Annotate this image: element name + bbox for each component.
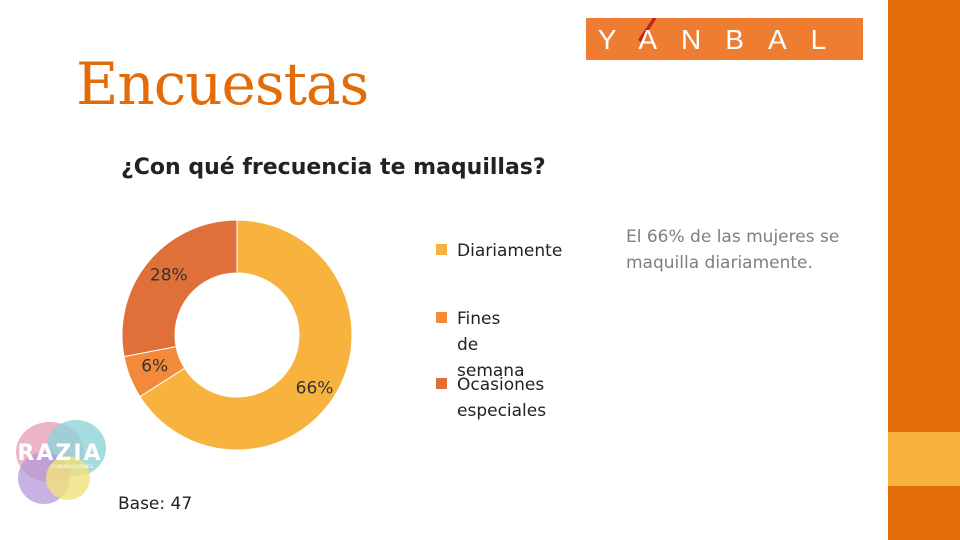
razia-logo-text: RAZIA [17, 441, 102, 466]
razia-logo-subtext: COMUNICACIONES [51, 464, 93, 470]
legend-item: Ocasiones especiales [436, 372, 576, 424]
insight-note: El 66% de las mujeres se maquilla diaria… [626, 227, 840, 273]
legend-swatch [436, 312, 447, 323]
legend-label: Ocasiones especiales [457, 375, 547, 421]
donut-data-label: 6% [141, 357, 168, 377]
legend-item: Fines de semana [436, 306, 525, 384]
legend-label: Fines de semana [457, 309, 525, 381]
donut-data-label: 28% [150, 266, 188, 286]
sample-base: Base: 47 [118, 494, 193, 514]
donut-slice-ocasiones-especiales [121, 219, 238, 358]
yanbal-logo-mark: YANBAL [598, 18, 850, 55]
donut-data-label: 66% [296, 379, 334, 399]
yanbal-logo: YANBAL [586, 18, 863, 60]
razia-logo: RAZIA COMUNICACIONES [16, 420, 106, 504]
legend-item: Diariamente [436, 238, 562, 264]
donut-chart: 66% 6% 28% [121, 219, 353, 451]
side-band-accent [888, 432, 960, 486]
donut-slice-diariamente [139, 219, 353, 451]
legend-swatch [436, 378, 447, 389]
yanbal-logo-text: YANBAL [598, 24, 850, 55]
razia-bubble-yellow [46, 456, 90, 500]
yanbal-swoosh-icon [638, 18, 657, 42]
chart-title: ¿Con qué frecuencia te maquillas? [121, 155, 546, 180]
slide-title: Encuestas [76, 50, 369, 118]
legend-swatch [436, 244, 447, 255]
legend-label: Diariamente [457, 241, 563, 261]
